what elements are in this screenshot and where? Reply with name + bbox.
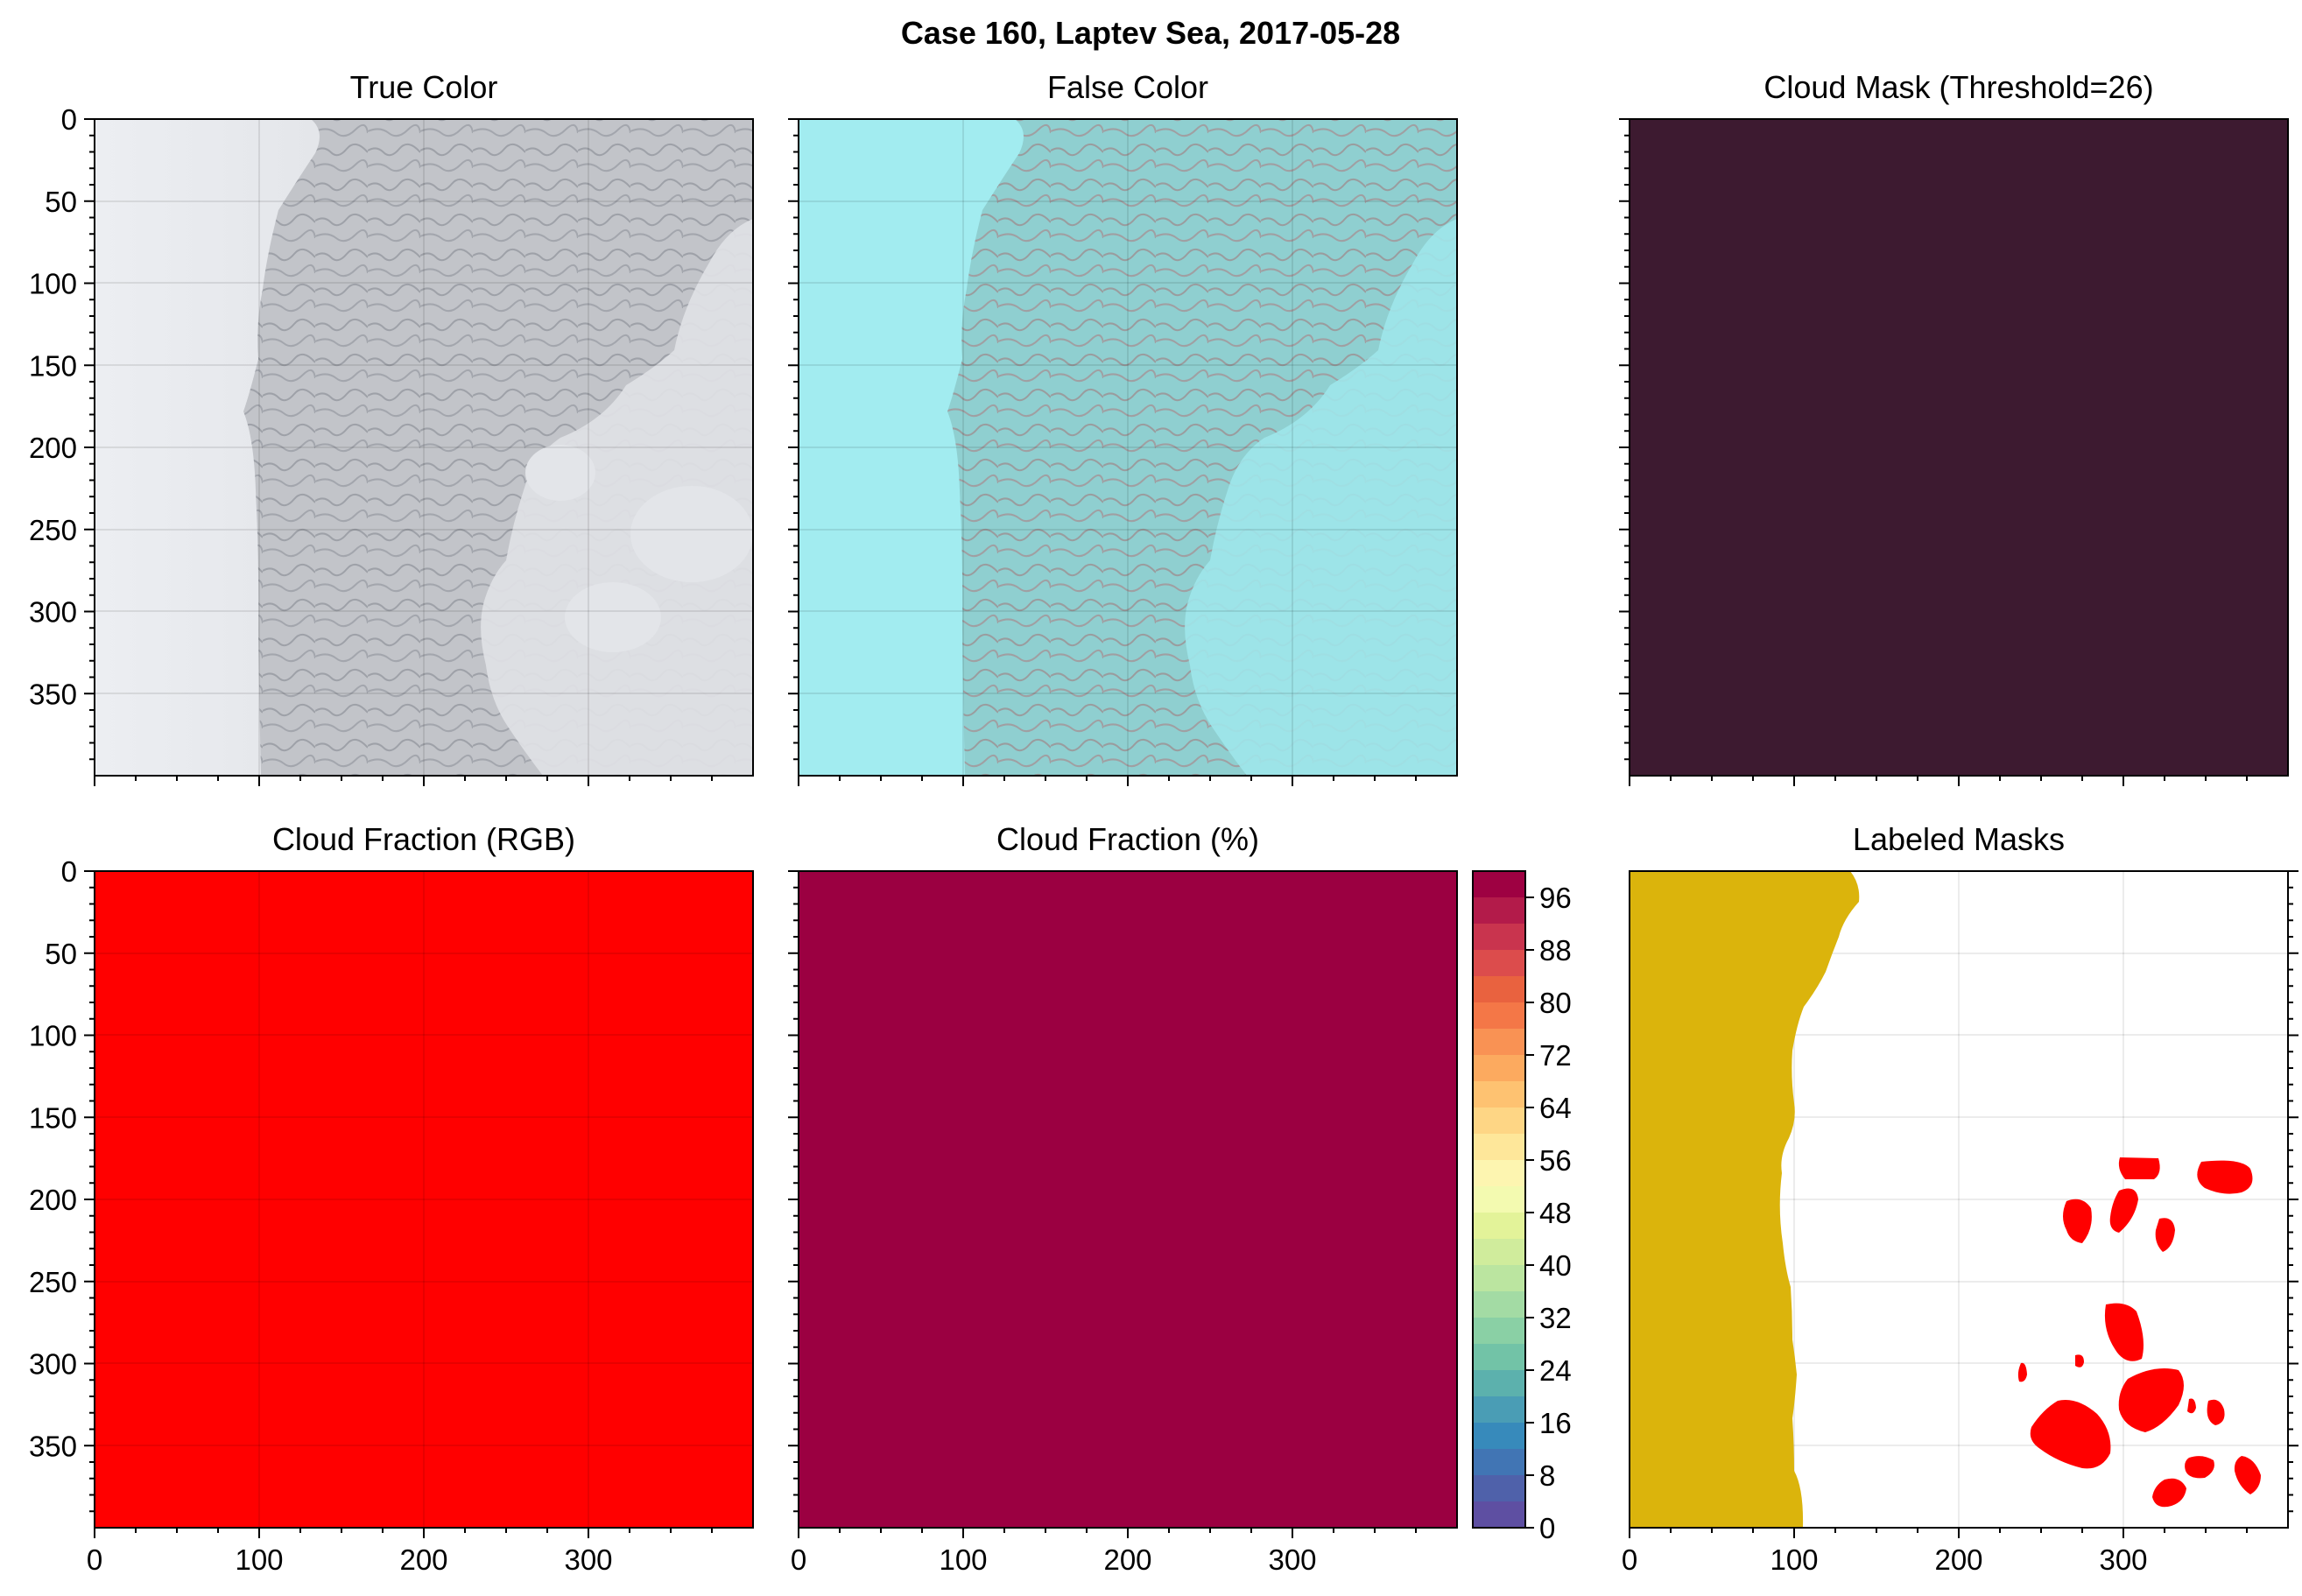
colorbar-segment xyxy=(1473,1449,1525,1475)
axes-ticks xyxy=(84,118,2298,1538)
labeled-region-yellow xyxy=(1630,871,1860,1528)
x-tick-label: 200 xyxy=(399,1543,447,1576)
colorbar-tick-label: 24 xyxy=(1539,1354,1572,1387)
colorbar-tick-label: 88 xyxy=(1539,934,1572,967)
colorbar-tick-label: 56 xyxy=(1539,1144,1572,1177)
colorbar-tick-label: 0 xyxy=(1539,1512,1555,1544)
y-tick-label: 50 xyxy=(45,186,77,218)
cloud-fraction-rgb-grid xyxy=(95,871,753,1528)
colorbar-segment xyxy=(1473,1134,1525,1160)
colorbar-segment xyxy=(1473,1160,1525,1186)
colorbar-segment xyxy=(1473,1055,1525,1081)
colorbar-segment xyxy=(1473,1081,1525,1107)
y-tick-label: 150 xyxy=(29,1101,77,1134)
colorbar-segment xyxy=(1473,924,1525,950)
colorbar-tick-label: 40 xyxy=(1539,1249,1572,1282)
colorbar-segment xyxy=(1473,1213,1525,1239)
colorbar-segment xyxy=(1473,1265,1525,1291)
x-tick-label: 100 xyxy=(939,1543,987,1576)
colorbar-segment xyxy=(1473,1501,1525,1528)
x-tick-label: 300 xyxy=(2099,1543,2147,1576)
y-tick-label: 250 xyxy=(29,1266,77,1298)
panel-title-cloud-fraction-rgb: Cloud Fraction (RGB) xyxy=(272,821,575,857)
y-tick-label: 300 xyxy=(29,596,77,629)
y-tick-label: 0 xyxy=(61,855,77,888)
panel-title-labeled-masks: Labeled Masks xyxy=(1853,821,2065,857)
panel-title-false-color: False Color xyxy=(1047,69,1208,105)
x-tick-label: 300 xyxy=(564,1543,612,1576)
x-tick-label: 0 xyxy=(87,1543,102,1576)
colorbar-frame xyxy=(1472,870,1526,1529)
cloud-fraction-pct-image xyxy=(798,870,1458,1529)
labeled-masks-image xyxy=(1630,871,2261,1528)
figure-suptitle: Case 160, Laptev Sea, 2017-05-28 xyxy=(901,15,1400,51)
cloud-fraction-rgb-image xyxy=(95,871,753,1528)
colorbar-tick-label: 80 xyxy=(1539,987,1572,1019)
colorbar-segment xyxy=(1473,1423,1525,1449)
colorbar-segment xyxy=(1473,1002,1525,1029)
labeled-regions-red xyxy=(2017,1157,2261,1508)
colorbar-segment xyxy=(1473,1186,1525,1213)
x-tick-label: 100 xyxy=(1770,1543,1818,1576)
y-tick-label: 100 xyxy=(29,1020,77,1052)
colorbar-tick-label: 96 xyxy=(1539,882,1572,914)
x-tick-label: 200 xyxy=(1103,1543,1151,1576)
x-tick-label: 300 xyxy=(1268,1543,1316,1576)
colorbar: 0 8 16 24 32 40 48 56 64 72 80 88 96 xyxy=(1472,870,1572,1544)
true-color-grid xyxy=(95,119,753,776)
colorbar-segment xyxy=(1473,1396,1525,1423)
colorbar-tick-label: 64 xyxy=(1539,1092,1572,1124)
colorbar-tick-label: 16 xyxy=(1539,1407,1572,1439)
axes-labels: 0 50 100 150 200 250 300 350 0 50 100 150 200 250 300 3… xyxy=(29,103,2148,1576)
y-tick-label: 350 xyxy=(29,678,77,710)
y-tick-label: 50 xyxy=(45,938,77,970)
colorbar-segment xyxy=(1473,1475,1525,1501)
panel-title-cloud-fraction-pct: Cloud Fraction (%) xyxy=(996,821,1259,857)
colorbar-segment xyxy=(1473,1107,1525,1134)
colorbar-segment xyxy=(1473,1239,1525,1265)
false-color-grid xyxy=(799,119,1457,776)
colorbar-segment xyxy=(1473,871,1525,897)
panel-title-cloud-mask: Cloud Mask (Threshold=26) xyxy=(1763,69,2153,105)
colorbar-segment xyxy=(1473,1029,1525,1055)
colorbar-segment xyxy=(1473,1291,1525,1318)
y-tick-label: 250 xyxy=(29,514,77,546)
x-tick-label: 200 xyxy=(1934,1543,1982,1576)
colorbar-segment xyxy=(1473,897,1525,924)
colorbar-segment xyxy=(1473,976,1525,1002)
cloud-mask-image xyxy=(1629,118,2289,777)
colorbar-segment xyxy=(1473,1370,1525,1396)
colorbar-segment xyxy=(1473,950,1525,976)
false-color-image xyxy=(799,119,1457,776)
colorbar-tick-label: 8 xyxy=(1539,1459,1555,1492)
y-tick-label: 350 xyxy=(29,1430,77,1462)
x-tick-label: 100 xyxy=(235,1543,283,1576)
x-tick-label: 0 xyxy=(1622,1543,1637,1576)
colorbar-segment xyxy=(1473,1318,1525,1344)
y-tick-label: 200 xyxy=(29,1184,77,1216)
x-tick-label: 0 xyxy=(791,1543,806,1576)
y-tick-label: 0 xyxy=(61,103,77,136)
y-tick-label: 100 xyxy=(29,268,77,300)
panel-title-true-color: True Color xyxy=(350,69,498,105)
colorbar-tick-label: 48 xyxy=(1539,1197,1572,1229)
y-tick-label: 150 xyxy=(29,349,77,382)
colorbar-tick-label: 32 xyxy=(1539,1302,1572,1334)
y-tick-label: 300 xyxy=(29,1348,77,1381)
true-color-image xyxy=(95,119,753,776)
colorbar-tick-label: 72 xyxy=(1539,1039,1572,1072)
y-tick-label: 200 xyxy=(29,432,77,464)
colorbar-segment xyxy=(1473,1344,1525,1370)
